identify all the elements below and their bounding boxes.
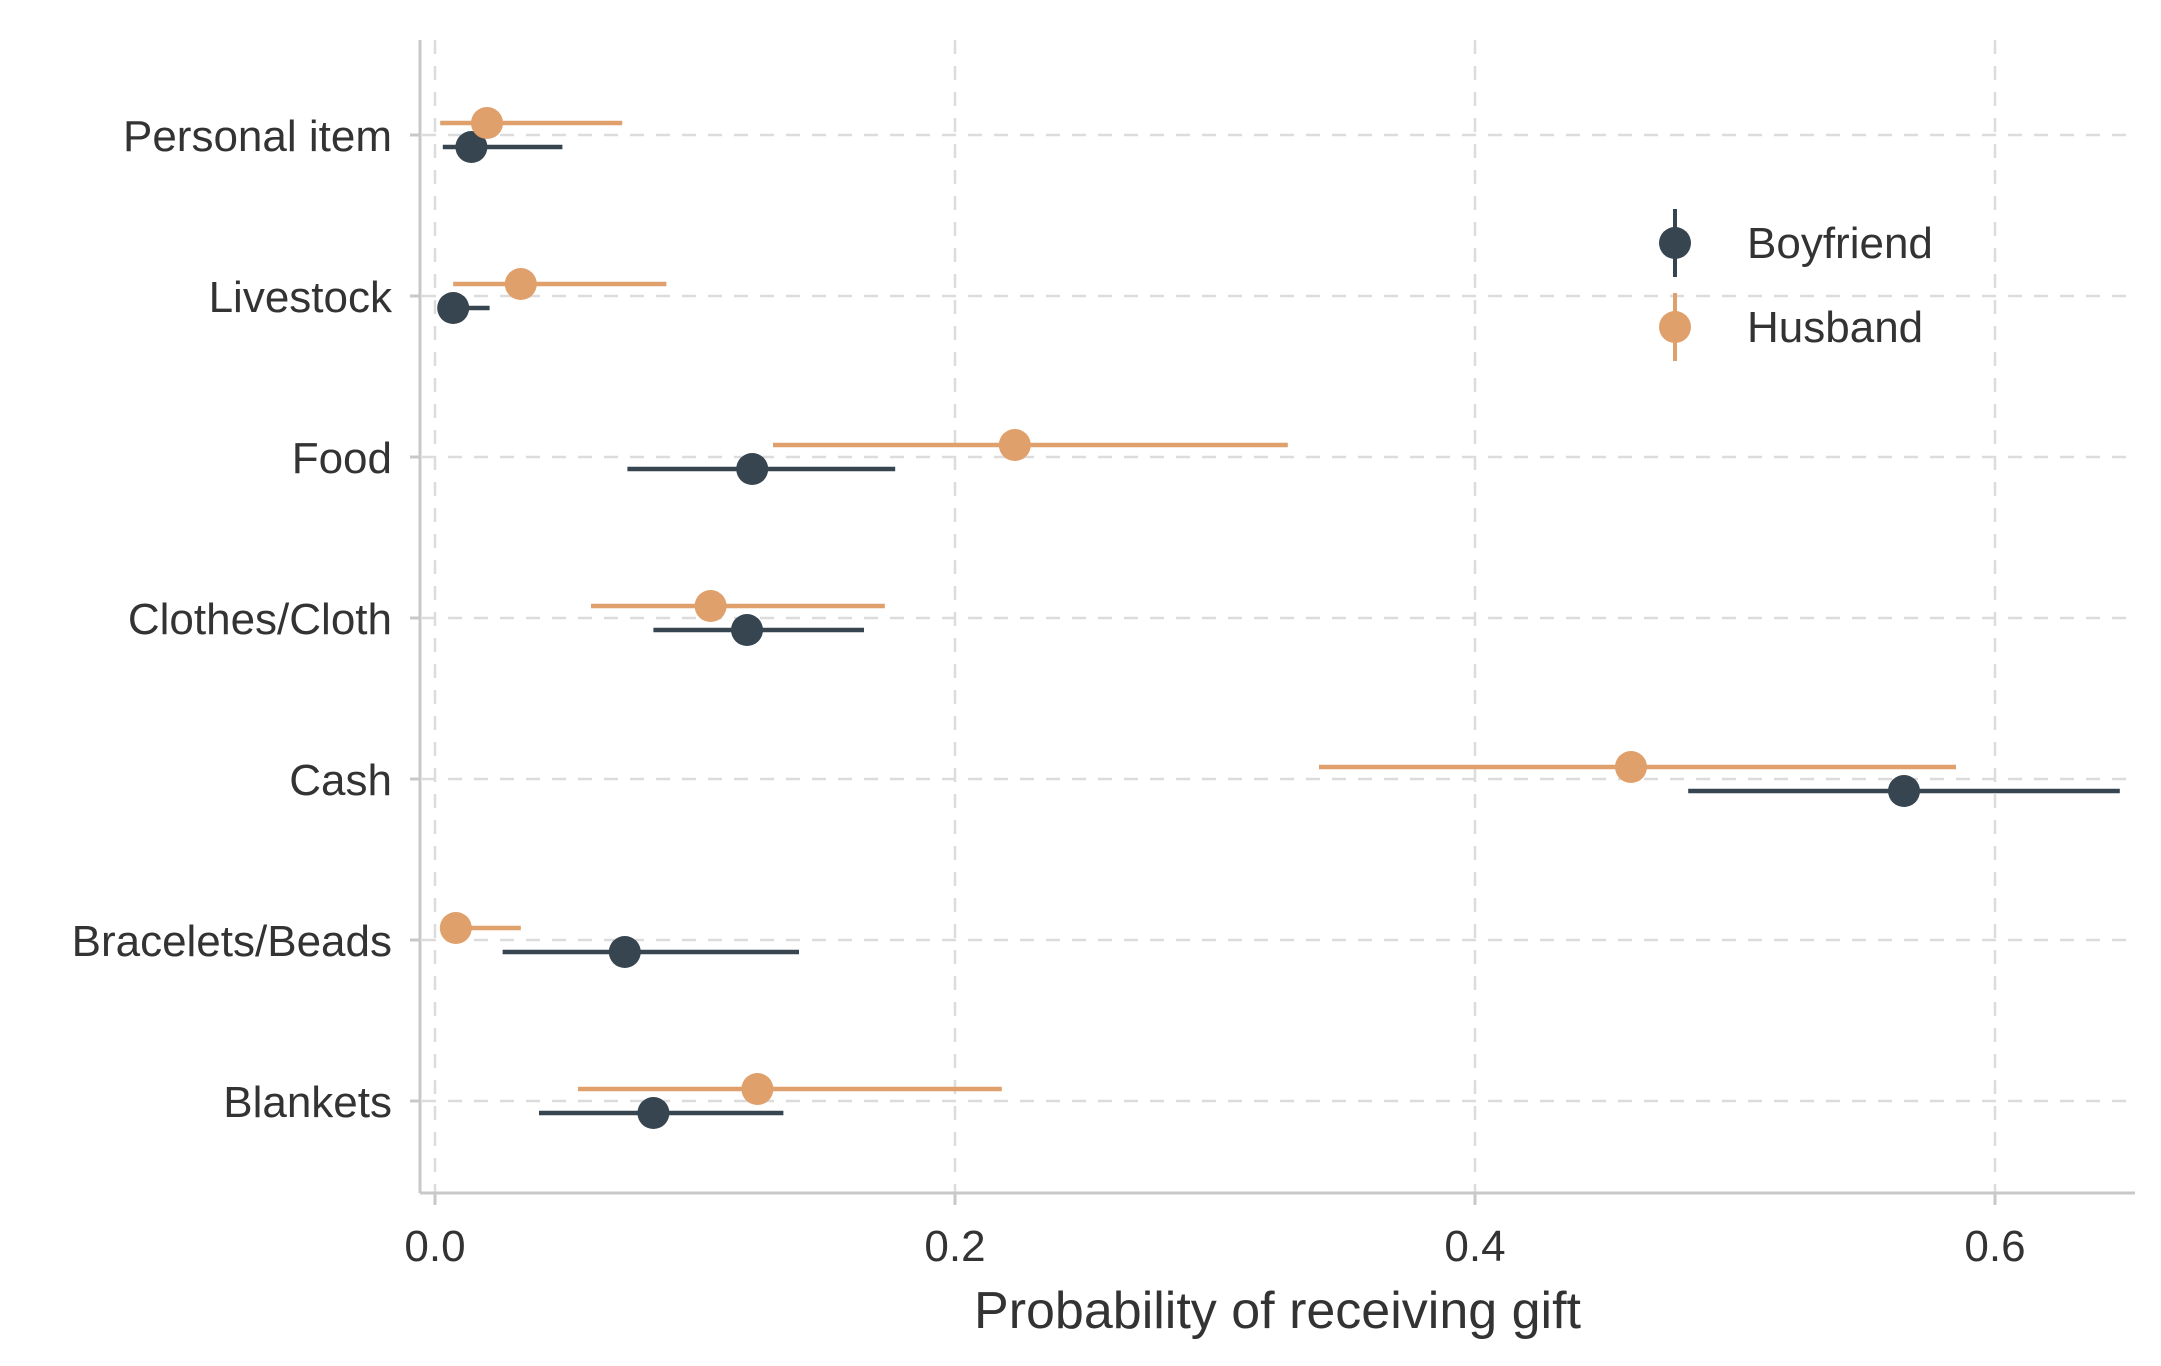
husband-point [504, 268, 537, 300]
boyfriend-point [637, 1097, 670, 1129]
y-tick-label: Bracelets/Beads [72, 917, 392, 966]
y-tick-label: Personal item [123, 112, 392, 161]
husband-point [741, 1073, 774, 1105]
boyfriend-point [731, 614, 763, 646]
y-tick-label: Livestock [209, 273, 393, 322]
boyfriend-point [437, 292, 470, 324]
legend-husband-label: Husband [1747, 303, 1923, 352]
husband-point [471, 107, 503, 139]
legend-boyfriend-marker [1659, 227, 1691, 259]
husband-point [998, 429, 1031, 461]
x-tick-label: 0.6 [1964, 1222, 2025, 1271]
x-tick-label: 0.4 [1444, 1222, 1505, 1271]
husband-point [694, 590, 727, 622]
boyfriend-point [455, 131, 488, 163]
legend-husband-marker [1659, 311, 1691, 343]
boyfriend-point [736, 453, 769, 485]
y-tick-label: Clothes/Cloth [128, 595, 392, 644]
y-tick-label: Cash [289, 756, 392, 805]
husband-point [1615, 751, 1647, 783]
boyfriend-point [1888, 775, 1920, 807]
y-tick-label: Blankets [223, 1078, 392, 1127]
x-tick-label: 0.2 [924, 1222, 985, 1271]
x-tick-label: 0.0 [404, 1222, 465, 1271]
boyfriend-point [608, 936, 641, 968]
husband-point [439, 912, 472, 944]
legend-boyfriend-label: Boyfriend [1747, 219, 1933, 268]
x-axis-label: Probability of receiving gift [974, 1282, 1582, 1340]
y-tick-label: Food [292, 434, 392, 483]
